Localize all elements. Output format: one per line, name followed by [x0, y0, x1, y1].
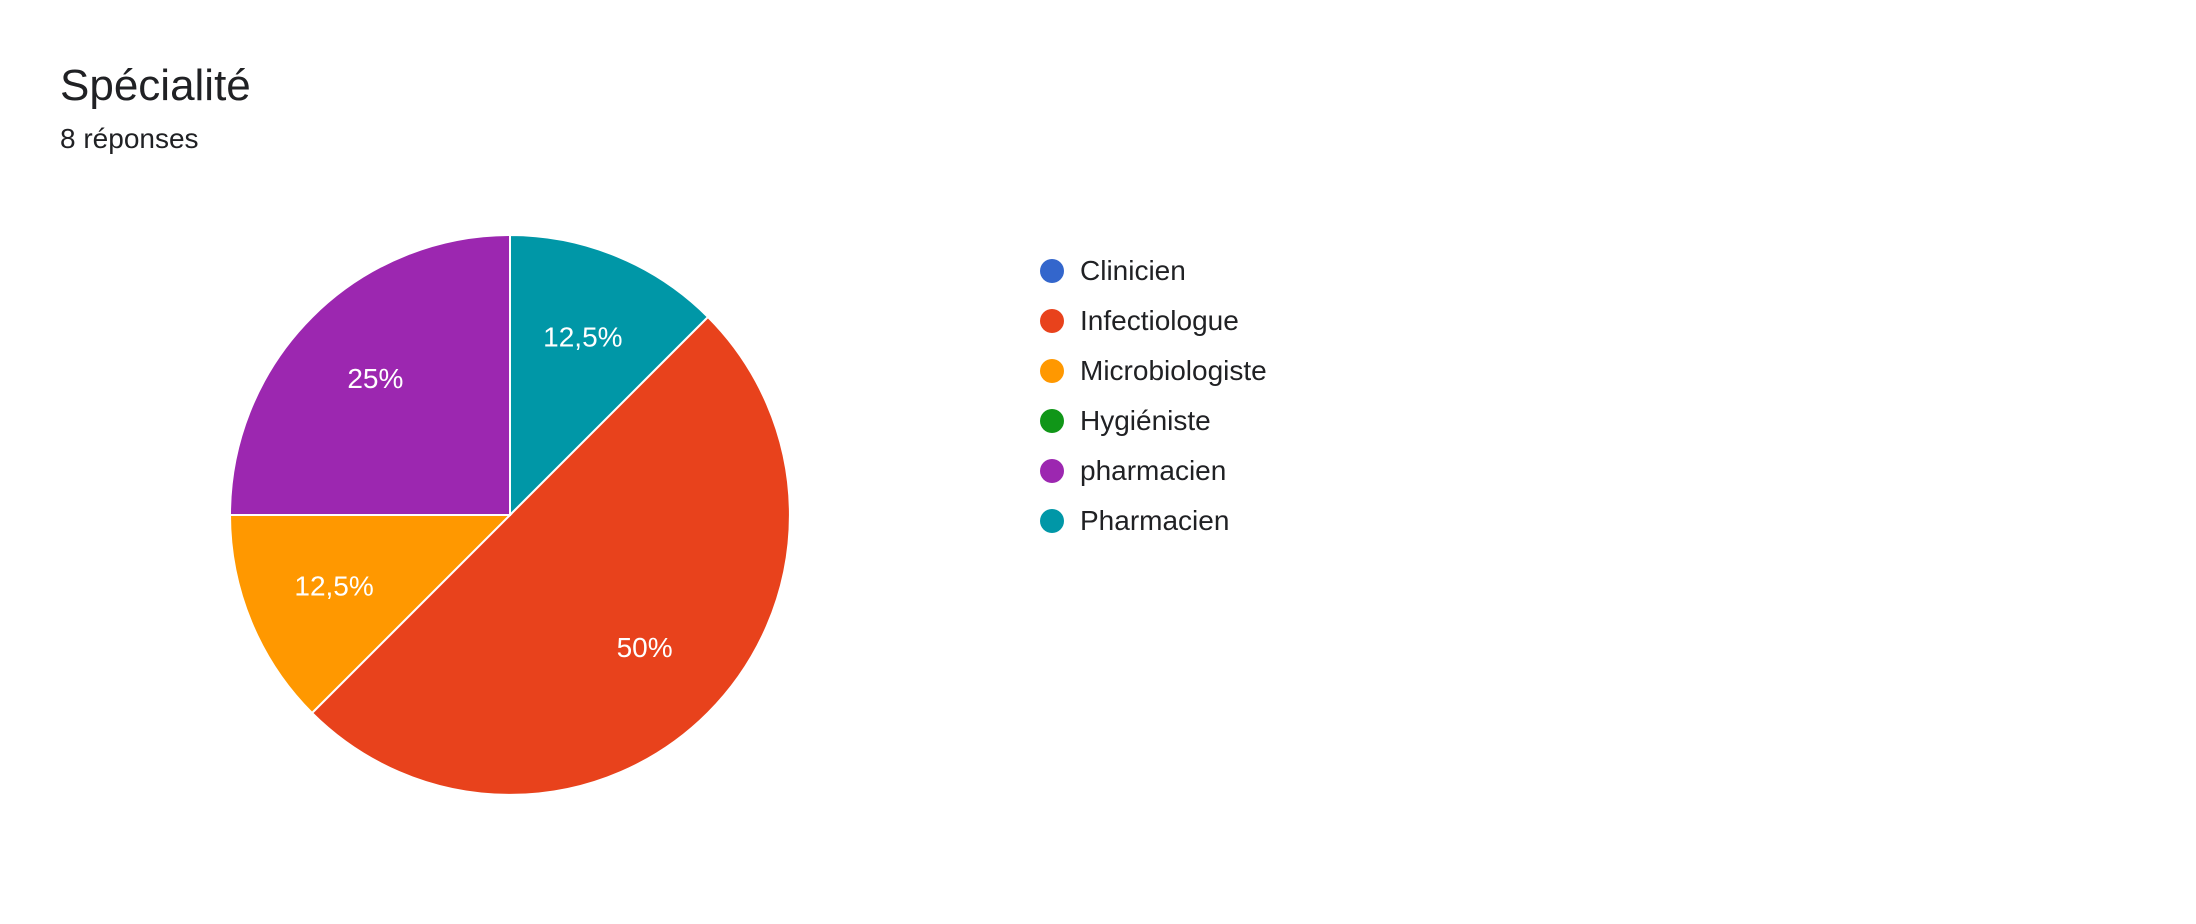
pie-slice-label: 25% — [347, 363, 403, 394]
legend: Clinicien Infectiologue Microbiologiste Hyg… — [1040, 255, 1267, 555]
pie-chart: 12,5% 50% 12,5% 25% — [210, 215, 810, 815]
legend-item: Microbiologiste — [1040, 355, 1267, 387]
legend-item: Hygiéniste — [1040, 405, 1267, 437]
legend-label: Infectiologue — [1080, 305, 1239, 337]
pie-wrap: 12,5% 50% 12,5% 25% — [60, 215, 960, 815]
legend-label: pharmacien — [1080, 455, 1226, 487]
legend-swatch — [1040, 459, 1064, 483]
legend-item: Clinicien — [1040, 255, 1267, 287]
chart-subtitle: 8 réponses — [60, 123, 2136, 155]
legend-item: Pharmacien — [1040, 505, 1267, 537]
pie-slice-label: 12,5% — [294, 570, 373, 601]
legend-swatch — [1040, 409, 1064, 433]
chart-container: Spécialité 8 réponses 12,5% 50% 12,5% 25% C… — [0, 0, 2196, 924]
pie-slice-label: 50% — [617, 632, 673, 663]
legend-swatch — [1040, 359, 1064, 383]
legend-label: Microbiologiste — [1080, 355, 1267, 387]
legend-label: Hygiéniste — [1080, 405, 1211, 437]
chart-row: 12,5% 50% 12,5% 25% Clinicien Infectiologue M… — [60, 215, 2136, 815]
legend-label: Clinicien — [1080, 255, 1186, 287]
legend-item: pharmacien — [1040, 455, 1267, 487]
pie-slice-label: 12,5% — [543, 321, 622, 352]
legend-swatch — [1040, 309, 1064, 333]
chart-title: Spécialité — [60, 60, 2136, 113]
legend-item: Infectiologue — [1040, 305, 1267, 337]
legend-swatch — [1040, 259, 1064, 283]
legend-label: Pharmacien — [1080, 505, 1229, 537]
legend-swatch — [1040, 509, 1064, 533]
